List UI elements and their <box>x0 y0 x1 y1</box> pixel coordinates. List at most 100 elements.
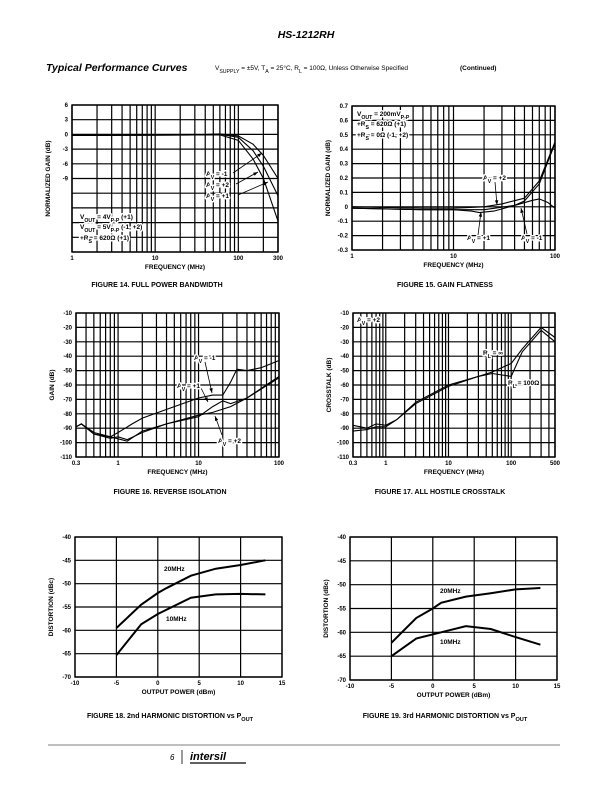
chart-annotation: AV = +1 <box>177 383 200 393</box>
series-line-10mhz <box>390 625 541 658</box>
chart-figure-17: 0.3 1 10 100 500 -10 -20 -30 -40 -50 -60 -70 -80 -90 -… <box>326 311 561 496</box>
arrowhead-icon <box>478 212 483 217</box>
x-tick-label: 100 <box>274 461 285 467</box>
y-tick-label: -30 <box>340 340 349 346</box>
series-line-av-1 <box>75 359 280 438</box>
series-line-av-2 <box>75 377 280 442</box>
arrowhead-icon <box>257 153 262 158</box>
chart-annotation: VOUT = 200mVP-P <box>357 111 410 121</box>
y-tick-label: -80 <box>340 412 349 418</box>
chart-annotation: 20MHz <box>164 566 185 573</box>
text-part: = ∞ <box>491 350 503 357</box>
text-part: = -1 <box>214 171 228 178</box>
text-part: = 25°C, R <box>269 64 300 72</box>
x-tick-label: -5 <box>114 681 120 687</box>
chart-annotation: 10MHz <box>440 639 461 646</box>
text-part: = +1 <box>475 235 490 242</box>
annotation-arrow <box>204 361 213 394</box>
text-part: 10MHz <box>440 639 461 646</box>
text-part: V <box>526 239 530 245</box>
y-tick-label: 0.6 <box>340 118 349 124</box>
x-tick-label: 1 <box>350 254 354 260</box>
text-part: A <box>521 235 526 242</box>
text-part: A <box>467 235 472 242</box>
x-tick-label: 100 <box>506 461 517 467</box>
text-part: V <box>223 442 227 448</box>
x-tick-label: 10 <box>450 254 457 260</box>
series-line-av-1 <box>71 133 279 179</box>
y-tick-label: -60 <box>340 383 349 389</box>
text-part: = 200mV <box>372 111 401 118</box>
y-tick-label: -55 <box>337 607 346 613</box>
plot-frame <box>349 536 558 681</box>
y-tick-label: -9 <box>63 177 69 183</box>
text-part: S <box>89 239 93 245</box>
y-tick-label: -0.3 <box>338 248 349 254</box>
chart-annotation: AV = -1 <box>521 235 543 245</box>
text-part: = +1 <box>214 193 229 200</box>
series-line-rl-100- <box>352 329 556 432</box>
x-tick-label: 500 <box>550 461 561 467</box>
chart-annotation: AV = +2 <box>206 182 229 192</box>
arrowhead-icon <box>215 416 219 421</box>
figure-caption: FIGURE 14. FULL POWER BANDWIDTH <box>91 282 222 289</box>
text-part: V <box>199 359 203 365</box>
arrowhead-icon <box>209 388 213 393</box>
y-tick-label: -40 <box>337 535 346 541</box>
text-part: R <box>508 380 513 387</box>
chart-annotation: RL = 100Ω <box>508 380 539 390</box>
text-part: = 620Ω (+1) <box>369 121 406 128</box>
text-part: V <box>488 179 492 185</box>
y-tick-label: -0.2 <box>338 234 349 240</box>
text-part: = +2 <box>365 317 380 324</box>
y-axis-label: DISTORTION (dBc) <box>48 578 55 636</box>
chart-annotation: AV = +2 <box>357 317 380 327</box>
text-part: R <box>483 350 488 357</box>
y-tick-label: -20 <box>340 325 349 331</box>
x-tick-label: 1 <box>70 256 74 262</box>
x-tick-label: -5 <box>389 684 395 690</box>
text-part: A <box>357 317 362 324</box>
chart-annotation: AV = -1 <box>206 171 228 181</box>
y-tick-label: -6 <box>63 162 69 168</box>
chart-annotation: 20MHz <box>440 588 461 595</box>
text-part: = +2 <box>226 438 241 445</box>
x-tick-label: 100 <box>233 256 244 262</box>
x-tick-label: 10 <box>512 684 519 690</box>
series-line-20mhz <box>390 587 541 644</box>
x-axis-label: FREQUENCY (MHz) <box>423 262 483 269</box>
intersil-logo: intersil <box>190 751 227 763</box>
y-tick-label: -20 <box>63 325 72 331</box>
x-tick-label: 10 <box>152 256 159 262</box>
y-tick-label: -45 <box>337 559 346 565</box>
figure-caption: FIGURE 17. ALL HOSTILE CROSSTALK <box>375 489 506 496</box>
x-tick-label: 10 <box>195 461 202 467</box>
text-part: = 4V <box>95 214 111 221</box>
x-axis-label: FREQUENCY (MHz) <box>145 264 205 271</box>
chart-figure-14: 1 10 100 300 6 3 0 -3 -6 -9 FREQUENCY (MHz) NORMALI… <box>45 103 284 289</box>
text-part: S <box>366 136 370 142</box>
y-tick-label: -10 <box>340 311 349 317</box>
y-tick-label: -65 <box>337 654 346 660</box>
plot-frame <box>351 105 556 251</box>
text-part: = -1 <box>202 355 216 362</box>
series-line-rl- <box>352 326 556 429</box>
section-title: Typical Performance Curves <box>46 62 188 74</box>
chart-figure-16: 0.3 1 10 100 -10 -20 -30 -40 -50 -60 -70 -80 -90 -100… <box>49 311 285 496</box>
text-part: OUT <box>84 228 96 234</box>
text-part: FIGURE 15. GAIN FLATNESS <box>397 282 493 289</box>
text-part: A <box>206 171 211 178</box>
text-part: V <box>211 186 215 192</box>
x-tick-label: 15 <box>279 681 286 687</box>
y-tick-label: 0.1 <box>340 190 349 196</box>
annotation-arrow <box>232 152 263 174</box>
chart-annotation: AV = +1 <box>206 193 229 203</box>
text-part: = 100Ω <box>516 380 539 387</box>
text-part: OUT <box>241 717 253 723</box>
y-tick-label: 0.2 <box>340 176 349 182</box>
y-tick-label: -70 <box>62 675 71 681</box>
arrowhead-icon <box>253 172 258 176</box>
y-tick-label: -55 <box>62 605 71 611</box>
